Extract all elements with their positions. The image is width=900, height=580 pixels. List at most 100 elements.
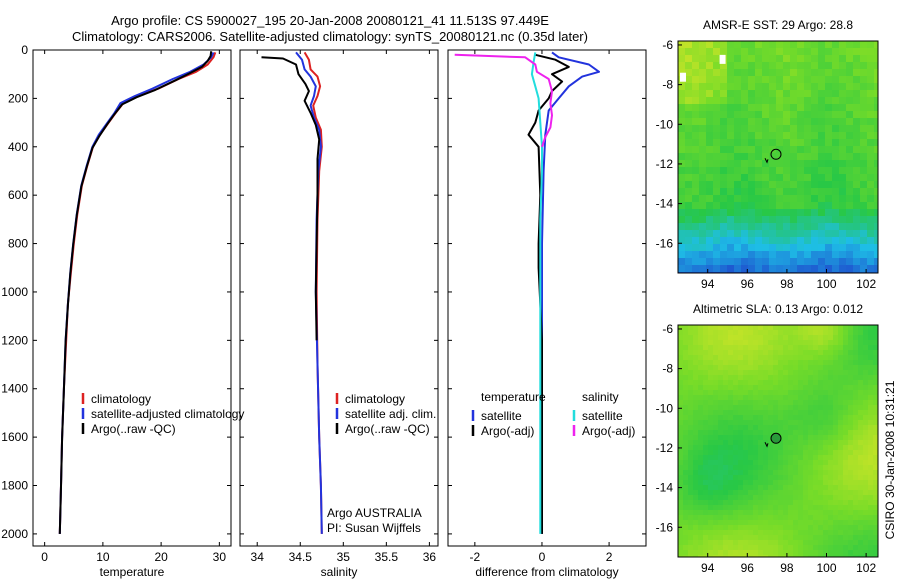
sla_map-cell: [773, 400, 779, 406]
sst_map-cell: [825, 188, 833, 196]
sla_map-cell: [813, 410, 819, 416]
sla_map-cell: [798, 375, 804, 381]
sla_map-cell: [683, 510, 689, 516]
sla_map-cell: [738, 420, 744, 426]
sla_map-cell: [688, 390, 694, 396]
sst_map-cell: [811, 216, 819, 224]
sst_map-cell: [706, 188, 714, 196]
sst_map-cell: [825, 174, 833, 182]
sla_map-cell: [698, 490, 704, 496]
temperature-xlabel: temperature: [100, 565, 165, 579]
sst_map-cell: [797, 76, 805, 84]
sla_map-cell: [863, 340, 869, 346]
sla_map-cell: [678, 365, 684, 371]
sla_map-cell: [838, 410, 844, 416]
sla_map-cell: [748, 480, 754, 486]
sla_map-cell: [758, 430, 764, 436]
sla_map-cell: [738, 425, 744, 431]
sst_map-cell: [776, 265, 784, 273]
sla_map-cell: [873, 330, 879, 336]
sla_map-cell: [793, 375, 799, 381]
sla_map-cell: [723, 330, 729, 336]
sla_map-cell: [713, 395, 719, 401]
sst_map-cell: [860, 104, 868, 112]
sst_map-cell: [825, 244, 833, 252]
sla_map-cell: [868, 335, 874, 341]
sla_map-cell: [718, 380, 724, 386]
sla_map-cell: [823, 370, 829, 376]
sla_map-cell: [683, 550, 689, 556]
sla_map-cell: [733, 530, 739, 536]
sla_map-cell: [818, 425, 824, 431]
sst_map-cell: [699, 90, 707, 98]
sla_map-cell: [763, 430, 769, 436]
sla_map-cell: [743, 545, 749, 551]
sla_map-cell: [723, 460, 729, 466]
sst_map-cell: [755, 258, 763, 266]
sst_map-cell: [860, 181, 868, 189]
sla_map-cell: [803, 345, 809, 351]
sla_map-cell: [723, 435, 729, 441]
sst_map-cell: [727, 244, 735, 252]
sla_map-cell: [873, 550, 879, 556]
sla_map-cell: [688, 365, 694, 371]
sla_map-cell: [683, 475, 689, 481]
sla_map-cell: [763, 365, 769, 371]
sla_map-cell: [683, 370, 689, 376]
sla_map-cell: [698, 405, 704, 411]
sla_map-cell: [703, 535, 709, 541]
sla_map-cell: [858, 345, 864, 351]
sst_map-cell: [762, 251, 770, 259]
sst_map-cell: [692, 216, 700, 224]
sla_map-cell: [818, 385, 824, 391]
sla_map-cell: [733, 535, 739, 541]
sla_map-cell: [683, 420, 689, 426]
sla_map-cell: [733, 380, 739, 386]
sst_map-cell: [762, 111, 770, 119]
sla_map-cell: [808, 535, 814, 541]
sla_map-cell: [853, 470, 859, 476]
sst_map-cell: [783, 41, 791, 49]
sla_map-cell: [863, 495, 869, 501]
sst_map-cell: [678, 174, 686, 182]
sla_map-cell: [838, 460, 844, 466]
sla_map-cell: [708, 520, 714, 526]
sst_map-cell: [867, 167, 875, 175]
sla_map-cell: [823, 520, 829, 526]
sst_map-cell: [790, 118, 798, 126]
sla_map-cell: [798, 370, 804, 376]
sst_map-xtick-label: 98: [780, 277, 794, 291]
sla_map-cell: [698, 410, 704, 416]
sst_map-cell: [818, 251, 826, 259]
sla_map-cell: [753, 535, 759, 541]
sla_map-cell: [843, 460, 849, 466]
sla_map-cell: [863, 510, 869, 516]
sst_map-cell: [685, 174, 693, 182]
sst_map-cell: [839, 237, 847, 245]
salinity-xlabel: salinity: [321, 565, 358, 579]
sla_map-cell: [743, 440, 749, 446]
sst_map-cell: [832, 230, 840, 238]
sla_map-cell: [803, 355, 809, 361]
sla_map-cell: [753, 415, 759, 421]
sst_map-cell: [776, 160, 784, 168]
sla_map-cell: [758, 350, 764, 356]
sst_map-cell: [734, 265, 742, 273]
sla_map-cell: [808, 530, 814, 536]
sst_map-cell: [783, 104, 791, 112]
sla_map-cell: [828, 385, 834, 391]
sla_map-cell: [868, 410, 874, 416]
sla_map-cell: [838, 525, 844, 531]
sla_map-cell: [738, 490, 744, 496]
sst_map-cell: [762, 195, 770, 203]
sla_map-cell: [873, 545, 879, 551]
sst_map-cell: [790, 90, 798, 98]
sst_map-cell: [755, 139, 763, 147]
sla_map-cell: [708, 350, 714, 356]
temperature-xtick-label: 0: [41, 550, 48, 564]
salinity-series-line-satellite-adj-clim-: [295, 51, 323, 534]
sla_map-cell: [693, 450, 699, 456]
sst_map-cell: [825, 48, 833, 56]
sla_map-cell: [753, 530, 759, 536]
sla_map-cell: [748, 340, 754, 346]
